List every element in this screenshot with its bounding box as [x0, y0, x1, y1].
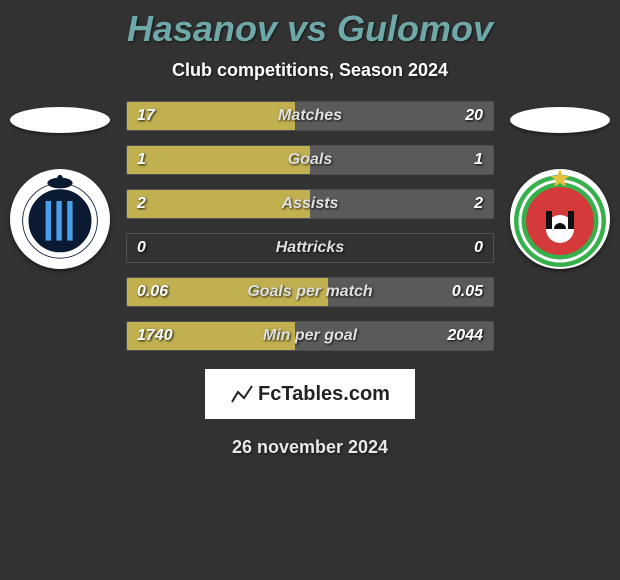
- stat-row: Assists2 2: [126, 189, 494, 219]
- chart-icon: [230, 382, 254, 406]
- stat-label: Hattricks: [127, 239, 493, 257]
- stats-column: Matches17 20 Goals1 1 Assists2 2 Hattricks0 0 Go…: [120, 101, 500, 351]
- stat-value-left: 2: [137, 195, 146, 213]
- stat-value-left: 1740: [137, 327, 173, 345]
- right-team-badge: [510, 169, 610, 269]
- stat-label: Matches: [127, 107, 493, 125]
- stat-row: Goals1 1: [126, 145, 494, 175]
- right-platform: [510, 107, 610, 133]
- stat-label: Goals per match: [127, 283, 493, 301]
- stat-value-left: 1: [137, 151, 146, 169]
- left-team-badge: [10, 169, 110, 269]
- stat-label: Min per goal: [127, 327, 493, 345]
- stat-value-right: 1: [474, 151, 483, 169]
- page-title: Hasanov vs Gulomov: [0, 0, 620, 50]
- stat-row: Hattricks0 0: [126, 233, 494, 263]
- stat-row: Goals per match0.06 0.05: [126, 277, 494, 307]
- right-team-column: [500, 101, 620, 269]
- stat-value-right: 2: [474, 195, 483, 213]
- brand-box[interactable]: FcTables.com: [205, 369, 415, 419]
- stat-row: Matches17 20: [126, 101, 494, 131]
- page-subtitle: Club competitions, Season 2024: [0, 60, 620, 81]
- stat-value-right: 20: [465, 107, 483, 125]
- left-team-column: [0, 101, 120, 269]
- stat-value-right: 0: [474, 239, 483, 257]
- stat-value-left: 17: [137, 107, 155, 125]
- stat-value-right: 0.05: [452, 283, 483, 301]
- left-platform: [10, 107, 110, 133]
- stat-label: Assists: [127, 195, 493, 213]
- brand-label: FcTables.com: [258, 383, 390, 406]
- club-brugge-logo-icon: [15, 174, 105, 264]
- date-label: 26 november 2024: [0, 437, 620, 458]
- stat-value-right: 2044: [447, 327, 483, 345]
- comparison-area: Matches17 20 Goals1 1 Assists2 2 Hattricks0 0 Go…: [0, 101, 620, 351]
- stat-value-left: 0.06: [137, 283, 168, 301]
- neftchi-logo-icon: [510, 169, 610, 269]
- stat-value-left: 0: [137, 239, 146, 257]
- stat-row: Min per goal1740 2044: [126, 321, 494, 351]
- stat-label: Goals: [127, 151, 493, 169]
